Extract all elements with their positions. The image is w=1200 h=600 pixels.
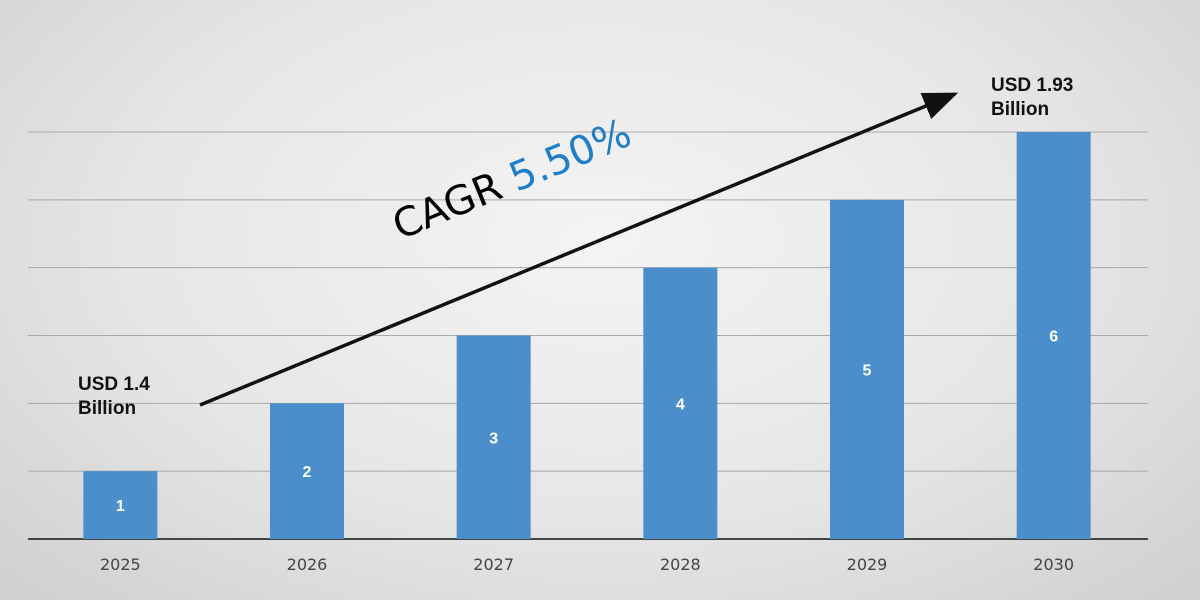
- x-tick-label-2027: 2027: [473, 555, 514, 574]
- start-value-line1: USD 1.4: [78, 374, 150, 395]
- end-value-line2: Billion: [991, 99, 1050, 120]
- start-value-line2: Billion: [78, 398, 137, 419]
- data-label-2026: 2: [303, 464, 312, 481]
- bar-2028: [643, 267, 718, 539]
- bar-2026: [270, 403, 344, 539]
- data-label-2025: 1: [116, 498, 125, 515]
- end-value-line1: USD 1.93: [991, 75, 1074, 96]
- bar-2025: [83, 471, 158, 539]
- cagr-arrow: [199, 92, 959, 407]
- x-tick-label-2030: 2030: [1033, 555, 1074, 574]
- bar-2027: [456, 335, 531, 539]
- data-label-2030: 6: [1049, 329, 1058, 346]
- start-value-annotation: USD 1.4 Billion: [78, 373, 150, 421]
- bar-2030: [1016, 132, 1091, 539]
- data-label-2027: 3: [489, 430, 498, 447]
- data-label-2028: 4: [676, 396, 685, 413]
- x-tick-label-2028: 2028: [660, 555, 701, 574]
- end-value-annotation: USD 1.93 Billion: [991, 74, 1073, 122]
- bar-2029: [830, 199, 904, 540]
- x-tick-label-2029: 2029: [847, 555, 888, 574]
- x-tick-label-2025: 2025: [100, 555, 141, 574]
- x-tick-label-2026: 2026: [287, 555, 328, 574]
- data-label-2029: 5: [863, 362, 872, 379]
